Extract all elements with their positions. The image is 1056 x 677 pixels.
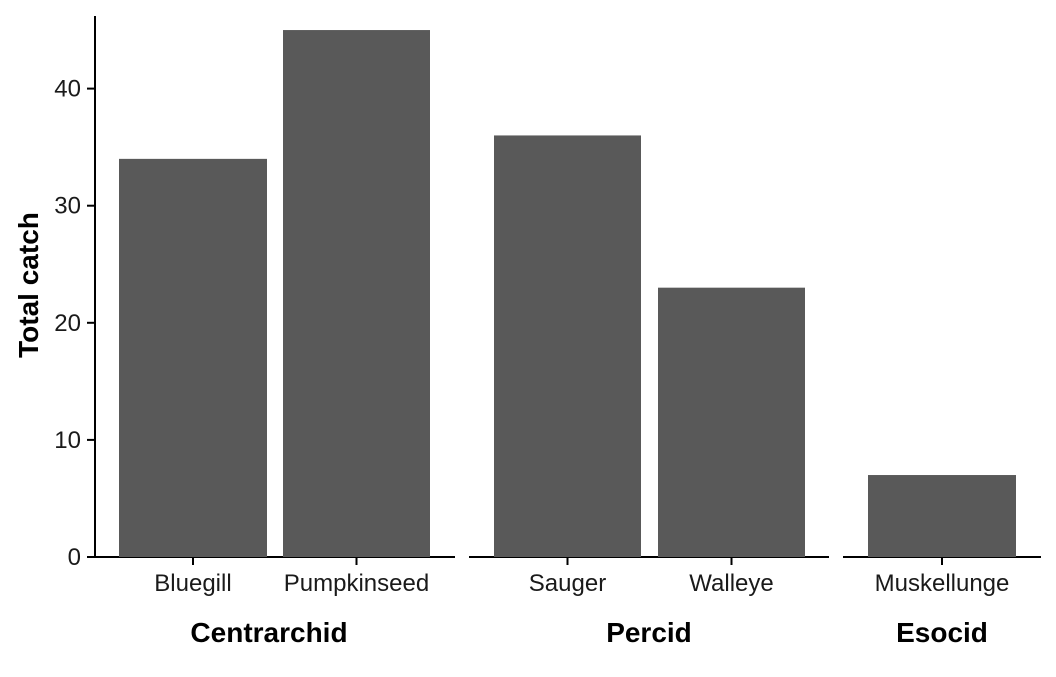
x-tick-label: Sauger bbox=[529, 570, 606, 597]
x-tick-label: Pumpkinseed bbox=[284, 570, 429, 597]
group-label: Percid bbox=[606, 617, 692, 648]
y-tick-label: 20 bbox=[54, 310, 81, 337]
y-axis-title: Total catch bbox=[13, 212, 44, 358]
x-tick-label: Walleye bbox=[689, 570, 773, 597]
x-tick-label: Muskellunge bbox=[875, 570, 1010, 597]
group-label: Centrarchid bbox=[190, 617, 347, 648]
y-tick-label: 30 bbox=[54, 193, 81, 220]
bar-walleye bbox=[658, 287, 805, 557]
group-label: Esocid bbox=[896, 617, 988, 648]
y-axis: 0 10 20 30 40 bbox=[54, 16, 96, 571]
y-tick-label: 0 bbox=[68, 544, 81, 571]
bar-bluegill bbox=[119, 158, 267, 558]
x-tick-label: Bluegill bbox=[154, 570, 231, 597]
bar-sauger bbox=[494, 135, 641, 557]
panel-centrarchid: Bluegill Pumpkinseed Centrarchid bbox=[95, 30, 455, 648]
panel-esocid: Muskellunge Esocid bbox=[843, 475, 1041, 648]
panel-percid: Sauger Walleye Percid bbox=[469, 135, 829, 648]
bar-muskellunge bbox=[868, 475, 1016, 557]
bar-pumpkinseed bbox=[283, 30, 430, 558]
y-tick-label: 10 bbox=[54, 427, 81, 454]
panels: Bluegill Pumpkinseed Centrarchid Sauger Wall… bbox=[95, 30, 1041, 648]
y-tick-label: 40 bbox=[54, 76, 81, 103]
